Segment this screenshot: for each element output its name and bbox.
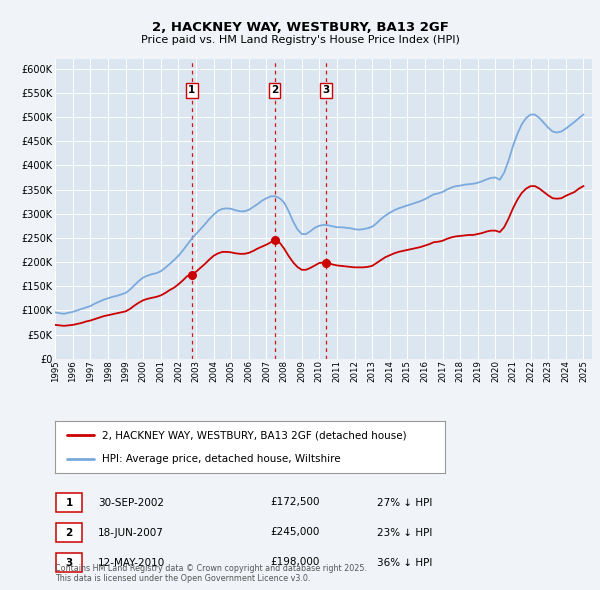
Text: £172,500: £172,500: [270, 497, 320, 507]
Text: Price paid vs. HM Land Registry's House Price Index (HPI): Price paid vs. HM Land Registry's House …: [140, 35, 460, 45]
Text: 3: 3: [65, 558, 73, 568]
Text: 23% ↓ HPI: 23% ↓ HPI: [377, 527, 433, 537]
Text: 12-MAY-2010: 12-MAY-2010: [98, 558, 166, 568]
Text: £198,000: £198,000: [270, 558, 319, 568]
Text: 1: 1: [188, 86, 195, 96]
Text: 2: 2: [271, 86, 278, 96]
Text: 2, HACKNEY WAY, WESTBURY, BA13 2GF (detached house): 2, HACKNEY WAY, WESTBURY, BA13 2GF (deta…: [102, 430, 407, 440]
Text: 2: 2: [65, 527, 73, 537]
FancyBboxPatch shape: [56, 553, 82, 572]
Text: £245,000: £245,000: [270, 527, 319, 537]
Text: 3: 3: [322, 86, 329, 96]
Text: 30-SEP-2002: 30-SEP-2002: [98, 497, 164, 507]
Text: 2, HACKNEY WAY, WESTBURY, BA13 2GF: 2, HACKNEY WAY, WESTBURY, BA13 2GF: [152, 21, 448, 34]
Text: 36% ↓ HPI: 36% ↓ HPI: [377, 558, 433, 568]
Text: 27% ↓ HPI: 27% ↓ HPI: [377, 497, 433, 507]
Text: Contains HM Land Registry data © Crown copyright and database right 2025.
This d: Contains HM Land Registry data © Crown c…: [55, 563, 367, 583]
FancyBboxPatch shape: [56, 523, 82, 542]
Text: HPI: Average price, detached house, Wiltshire: HPI: Average price, detached house, Wilt…: [102, 454, 341, 464]
Text: 18-JUN-2007: 18-JUN-2007: [98, 527, 164, 537]
Text: 1: 1: [65, 497, 73, 507]
FancyBboxPatch shape: [56, 493, 82, 512]
